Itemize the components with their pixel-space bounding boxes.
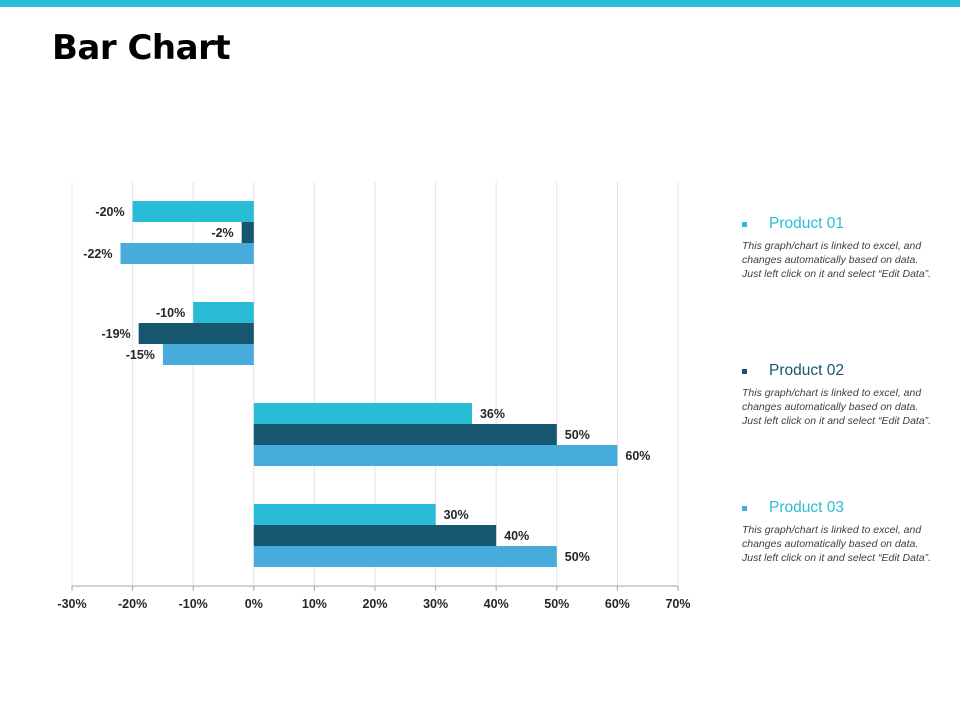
bar-chart: -20% -10% 36% 30% -2% -19% 50% 40% -22% -15% 60% 50… xyxy=(57,182,691,611)
bar-product-02-group-1 xyxy=(241,222,254,243)
legend-item-product-01: Product 01 This graph/chart is linked to… xyxy=(742,213,938,281)
legend-label-product-03: Product 03 xyxy=(769,499,844,516)
page-title: Bar Chart xyxy=(52,28,231,68)
bar-product-03-group-4 xyxy=(253,546,557,567)
legend-marker-product-03 xyxy=(742,505,747,511)
legend-item-product-03: Product 03 This graph/chart is linked to… xyxy=(742,497,938,565)
legend-label-product-02: Product 02 xyxy=(769,362,844,379)
x-tick-label-40: 40% xyxy=(484,597,509,611)
legend-description-product-01: This graph/chart is linked to excel, and… xyxy=(742,240,932,280)
legend-description-product-03: This graph/chart is linked to excel, and… xyxy=(742,524,932,564)
bar-product-02-group-3 xyxy=(253,424,557,445)
bar-product-01-group-1 xyxy=(132,201,254,222)
data-label-product-01-group-2: -10% xyxy=(156,306,185,320)
x-tick-label-0: 0% xyxy=(245,597,263,611)
top-accent-bar xyxy=(0,0,960,7)
data-label-product-03-group-3: 60% xyxy=(625,449,650,463)
bar-product-02-group-2 xyxy=(138,323,254,344)
x-tick-label-neg20: -20% xyxy=(118,597,147,611)
data-label-product-03-group-4: 50% xyxy=(565,550,590,564)
x-tick-label-70: 70% xyxy=(665,597,690,611)
bar-product-02-group-4 xyxy=(253,525,497,546)
x-tick-label-neg30: -30% xyxy=(57,597,86,611)
legend-marker-product-02 xyxy=(742,368,747,374)
x-tick-label-10: 10% xyxy=(302,597,327,611)
legend-marker-product-01 xyxy=(742,221,747,227)
bar-product-03-group-1 xyxy=(120,243,254,264)
data-label-product-01-group-3: 36% xyxy=(480,407,505,421)
bar-product-03-group-3 xyxy=(253,445,618,466)
x-tick-label-20: 20% xyxy=(362,597,387,611)
bar-product-01-group-3 xyxy=(253,403,472,424)
bar-product-03-group-2 xyxy=(162,344,254,365)
data-label-product-01-group-4: 30% xyxy=(444,508,469,522)
data-label-product-03-group-1: -22% xyxy=(83,247,112,261)
data-label-product-03-group-2: -15% xyxy=(126,348,155,362)
bar-product-01-group-2 xyxy=(193,302,254,323)
legend-description-product-02: This graph/chart is linked to excel, and… xyxy=(742,387,932,427)
data-label-product-02-group-2: -19% xyxy=(101,327,130,341)
data-label-product-01-group-1: -20% xyxy=(95,205,124,219)
x-tick-label-30: 30% xyxy=(423,597,448,611)
data-label-product-02-group-3: 50% xyxy=(565,428,590,442)
data-label-product-02-group-4: 40% xyxy=(504,529,529,543)
legend-label-product-01: Product 01 xyxy=(769,215,844,232)
data-label-product-02-group-1: -2% xyxy=(211,226,233,240)
x-tick-label-50: 50% xyxy=(544,597,569,611)
x-tick-label-60: 60% xyxy=(605,597,630,611)
x-tick-label-neg10: -10% xyxy=(179,597,208,611)
bar-product-01-group-4 xyxy=(253,504,436,525)
legend-item-product-02: Product 02 This graph/chart is linked to… xyxy=(742,360,938,428)
